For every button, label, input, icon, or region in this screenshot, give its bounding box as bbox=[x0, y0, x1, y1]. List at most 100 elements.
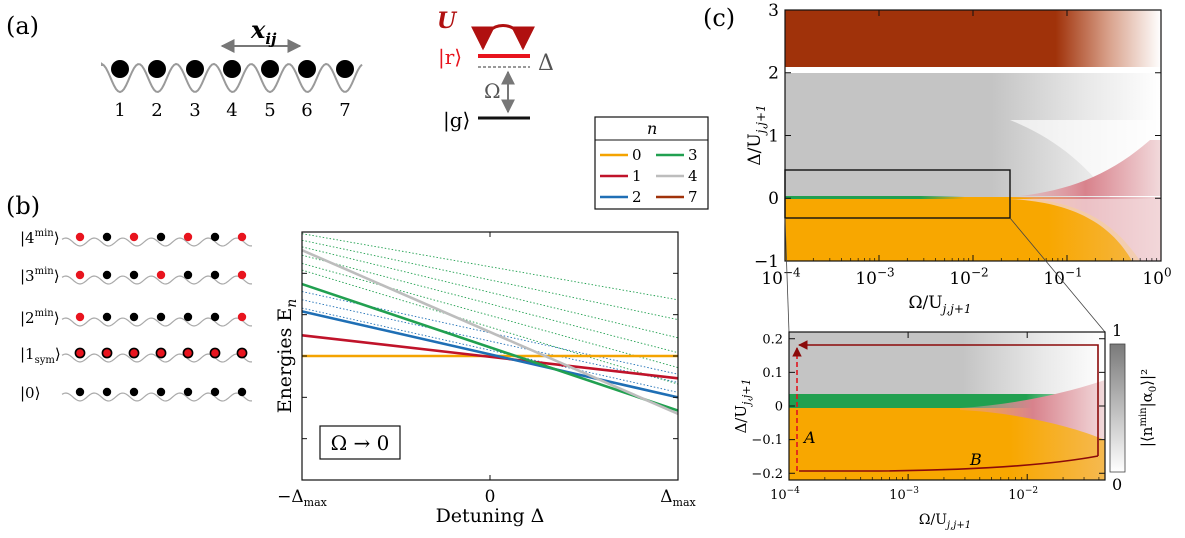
state-label: |4min⟩ bbox=[20, 228, 60, 247]
lattice-atom bbox=[111, 60, 129, 78]
state-label: |1sym⟩ bbox=[20, 345, 61, 366]
state-atom bbox=[183, 387, 193, 397]
interaction-label: U bbox=[437, 8, 458, 34]
state-lattice bbox=[61, 275, 252, 285]
panel-label-a: (a) bbox=[6, 12, 39, 40]
lattice-atom bbox=[336, 60, 354, 78]
ytick-label: 0.2 bbox=[762, 332, 783, 347]
lattice-atom bbox=[186, 60, 204, 78]
site-number: 6 bbox=[301, 100, 312, 121]
state-atom bbox=[101, 347, 113, 359]
energy-dotted-line bbox=[301, 233, 679, 301]
site-number: 2 bbox=[151, 100, 162, 121]
energy-dotted-line bbox=[301, 262, 679, 369]
site-number: 1 bbox=[114, 100, 125, 121]
state-label: |3min⟩ bbox=[20, 266, 60, 285]
energy-dotted-line bbox=[301, 299, 679, 383]
energy-ylabel: Energies En bbox=[274, 299, 300, 414]
state-atom bbox=[75, 312, 85, 322]
zoom-guide-right bbox=[1009, 217, 1106, 333]
state-atom bbox=[102, 232, 112, 242]
energy-dotted-line bbox=[301, 269, 679, 385]
ytick-label: 0.1 bbox=[762, 366, 783, 381]
zoom-guide-left bbox=[784, 217, 790, 333]
bottom-ticks: 10−4 10−3 10−2 0.2 0.1 0 −0.1 −0.2 bbox=[751, 332, 1105, 503]
legend-label: 4 bbox=[688, 167, 698, 185]
site-number: 4 bbox=[226, 100, 237, 121]
ytick-label: −0.2 bbox=[751, 467, 783, 482]
omega-annotation: Ω → 0 bbox=[319, 425, 401, 460]
xtick-label: 10−3 bbox=[889, 486, 919, 503]
lattice-site-numbers: 1 2 3 4 5 6 7 bbox=[114, 100, 350, 121]
state-lattice bbox=[61, 317, 252, 327]
zoom-region-4 bbox=[789, 332, 1105, 394]
bottom-ylabel: Δ/Uj,j+1 bbox=[732, 378, 753, 433]
legend-title: n bbox=[647, 119, 657, 138]
ytick-label: 0 bbox=[768, 189, 779, 209]
ground-label: |g⟩ bbox=[443, 108, 470, 133]
colorbar bbox=[1109, 343, 1126, 473]
state-atom bbox=[236, 347, 248, 359]
legend-box bbox=[594, 116, 709, 210]
ytick-label: 1 bbox=[768, 126, 779, 146]
zoom-region-1-pink bbox=[960, 380, 1105, 440]
energy-line-n1 bbox=[301, 334, 679, 380]
path-label-B: B bbox=[969, 450, 982, 469]
lattice-atom bbox=[298, 60, 316, 78]
xtick-label: 100 bbox=[1142, 265, 1171, 289]
distance-label: xij bbox=[250, 15, 277, 48]
state-atom bbox=[156, 387, 166, 397]
lattice-atom bbox=[261, 60, 279, 78]
legend-label: 1 bbox=[632, 167, 642, 185]
state-list: |4min⟩ |3min⟩ |2min⟩ |1sym⟩ |0⟩ bbox=[20, 228, 252, 402]
legend-label: 3 bbox=[688, 146, 698, 164]
xtick-label: 10−4 bbox=[761, 265, 801, 289]
state-atom bbox=[210, 232, 220, 242]
omega-annotation-text: Ω → 0 bbox=[331, 431, 390, 455]
legend-label: 2 bbox=[632, 188, 642, 206]
energy-chart: −Δmax 0 Δmax Ω → 0 Detuning Δ Energies En bbox=[274, 231, 697, 527]
xtick-label: 10−1 bbox=[1043, 265, 1082, 289]
energy-ticks: −Δmax 0 Δmax bbox=[277, 232, 697, 509]
energy-xtick-label: −Δmax bbox=[277, 487, 328, 509]
state-atom bbox=[155, 347, 167, 359]
state-atom bbox=[75, 270, 85, 280]
colorbar-max: 1 bbox=[1112, 321, 1122, 340]
energy-xtick-label: 0 bbox=[485, 487, 496, 507]
state-atom bbox=[237, 232, 247, 242]
state-atom bbox=[237, 312, 247, 322]
colorbar-label: |⟨nmin|α0⟩|² bbox=[1138, 369, 1159, 447]
state-atom bbox=[102, 387, 112, 397]
state-atom bbox=[129, 270, 139, 280]
state-lattice bbox=[61, 237, 252, 247]
state-atom bbox=[209, 347, 221, 359]
panel-label-c: (c) bbox=[703, 4, 735, 32]
xtick-label: 10−2 bbox=[1008, 486, 1038, 503]
state-atom bbox=[210, 387, 220, 397]
state-atom bbox=[156, 270, 166, 280]
phase-region-7 bbox=[785, 10, 1161, 68]
ytick-label: 2 bbox=[768, 64, 779, 84]
xtick-label: 10−3 bbox=[855, 265, 894, 289]
state-atom bbox=[156, 232, 166, 242]
state-label: |2min⟩ bbox=[20, 308, 60, 327]
legend-label: 0 bbox=[632, 146, 642, 164]
top-xlabel: Ω/Uj,j+1 bbox=[908, 293, 971, 316]
state-atom bbox=[74, 347, 86, 359]
xtick-label: 10−4 bbox=[770, 486, 800, 503]
energy-dotted-lines bbox=[301, 233, 679, 393]
xtick-label: 10−2 bbox=[949, 265, 988, 289]
legend-label: 7 bbox=[688, 188, 698, 206]
energy-line-n4 bbox=[301, 248, 679, 416]
state-atom bbox=[75, 232, 85, 242]
energy-xtick-label: Δmax bbox=[660, 487, 696, 509]
lattice-atom bbox=[148, 60, 166, 78]
state-atom bbox=[210, 312, 220, 322]
ytick-label: −0.1 bbox=[751, 433, 783, 448]
site-number: 7 bbox=[339, 100, 350, 121]
colorbar-min: 0 bbox=[1112, 475, 1122, 494]
energy-line-n3 bbox=[301, 282, 679, 412]
